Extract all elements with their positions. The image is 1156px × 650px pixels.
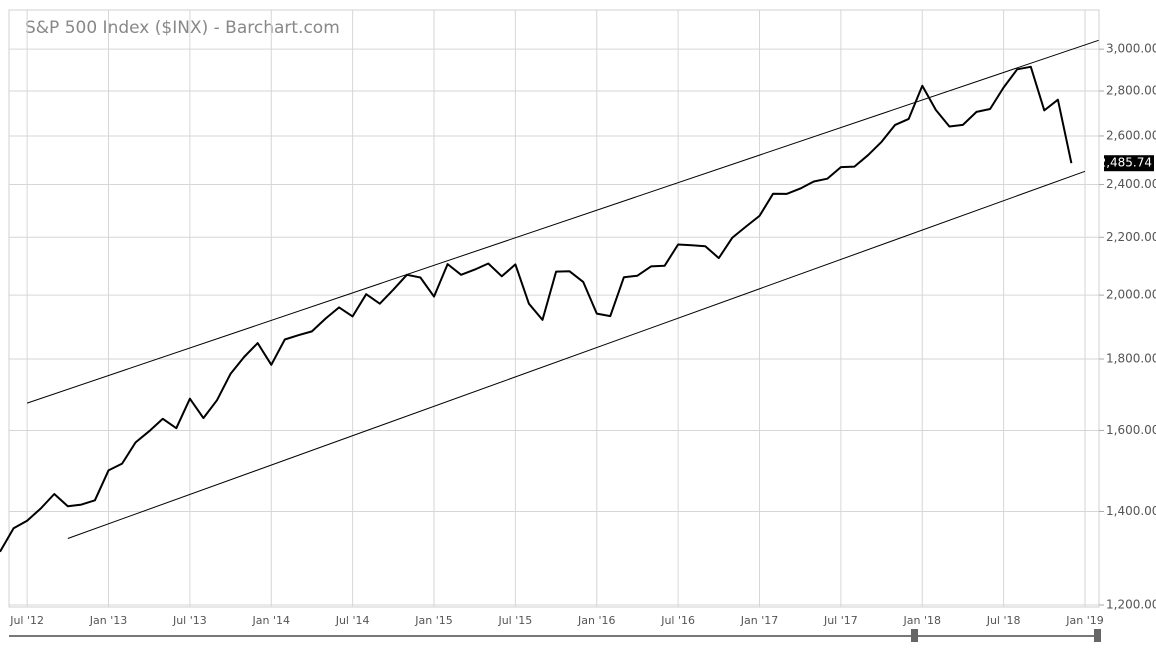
x-tick-label: Jul '16 — [660, 614, 695, 627]
x-tick-label: Jan '19 — [1065, 614, 1103, 627]
y-tick-label: 2,800.00 — [1106, 84, 1156, 98]
y-tick-label: 1,400.00 — [1106, 504, 1156, 518]
x-tick-label: Jan '14 — [252, 614, 290, 627]
plot-frame — [8, 9, 1100, 608]
y-tick-label: 2,400.00 — [1106, 177, 1156, 191]
y-tick-label: 2,200.00 — [1106, 230, 1156, 244]
y-tick-label: 1,600.00 — [1106, 423, 1156, 437]
scroll-handle[interactable] — [1094, 629, 1101, 642]
x-tick-label: Jul '18 — [986, 614, 1021, 627]
y-tick-label: 2,000.00 — [1106, 288, 1156, 302]
x-tick-label: Jan '13 — [89, 614, 127, 627]
x-tick-label: Jul '15 — [497, 614, 532, 627]
x-tick-label: Jan '16 — [577, 614, 615, 627]
y-tick-label: 3,000.00 — [1106, 42, 1156, 56]
y-tick-label: 2,600.00 — [1106, 128, 1156, 142]
last-price-box — [1104, 155, 1154, 172]
scroll-handle[interactable] — [911, 629, 918, 642]
x-tick-label: Jul '14 — [335, 614, 370, 627]
x-tick-label: Jan '17 — [740, 614, 778, 627]
last-price-label: 2,485.74 — [1099, 156, 1152, 170]
x-tick-label: Jul '17 — [823, 614, 858, 627]
x-tick-label: Jul '12 — [9, 614, 44, 627]
chart-title: S&P 500 Index ($INX) - Barchart.com — [25, 18, 340, 38]
y-tick-label: 1,800.00 — [1106, 352, 1156, 366]
x-tick-label: Jul '13 — [172, 614, 207, 627]
price-line — [0, 65, 1073, 553]
x-tick-label: Jan '18 — [903, 614, 941, 627]
trendline — [26, 39, 1099, 404]
trendline — [67, 170, 1086, 539]
y-tick-label: 1,200.00 — [1106, 598, 1156, 612]
x-tick-label: Jan '15 — [414, 614, 452, 627]
